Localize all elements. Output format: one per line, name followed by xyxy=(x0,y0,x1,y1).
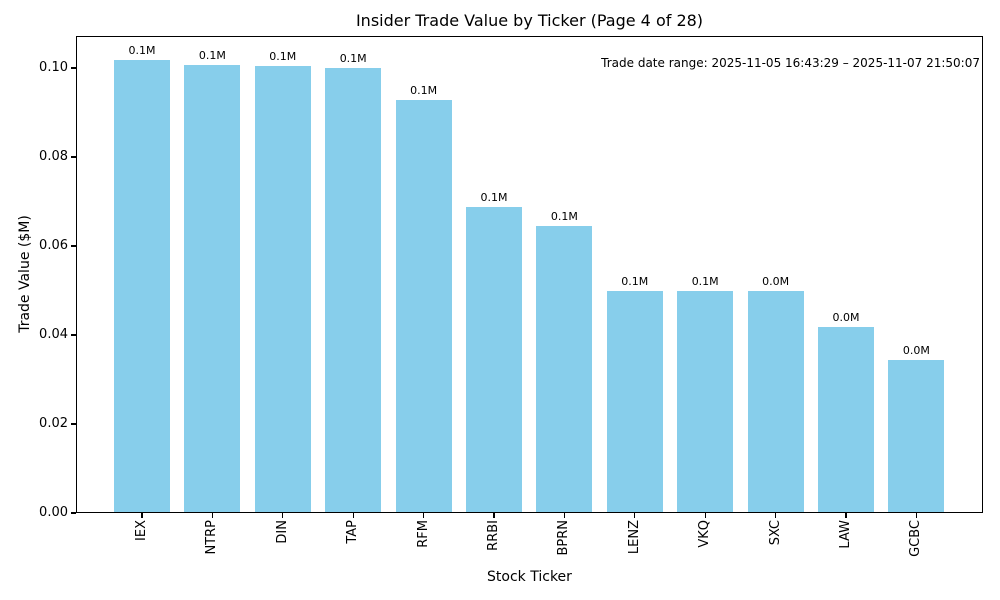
bar-RFM xyxy=(395,100,452,513)
x-tick-label-RRBI: RRBI xyxy=(486,520,501,551)
bar-value-label-RRBI: 0.1M xyxy=(480,191,508,205)
x-tick-label-TAP: TAP xyxy=(345,520,361,544)
y-axis-label: Trade Value ($M) xyxy=(17,215,33,333)
bar-SXC xyxy=(747,290,804,513)
bar-BPRN xyxy=(536,225,593,513)
x-tick-mark-RFM xyxy=(423,513,425,518)
x-tick-label-NTRP: NTRP xyxy=(204,520,220,555)
bar-VKQ xyxy=(677,290,734,513)
x-tick-label-IEX: IEX xyxy=(134,520,149,541)
bar-value-label-SXC: 0.0M xyxy=(762,274,790,288)
x-tick-label-LAW: LAW xyxy=(838,520,853,549)
y-tick-mark-0.02 xyxy=(71,423,76,425)
bar-LENZ xyxy=(606,290,663,513)
x-tick-label-BPRN: BPRN xyxy=(556,520,572,556)
y-tick-mark-0.10 xyxy=(71,67,76,69)
x-tick-mark-GCBC xyxy=(915,513,917,518)
y-tick-label-0.08: 0.08 xyxy=(39,149,68,164)
bar-TAP xyxy=(325,68,382,513)
x-tick-mark-VKQ xyxy=(704,513,706,518)
y-tick-label-0.06: 0.06 xyxy=(39,238,68,253)
x-tick-mark-RRBI xyxy=(493,513,495,518)
bar-value-label-GCBC: 0.0M xyxy=(902,343,930,357)
x-tick-mark-LAW xyxy=(845,513,847,518)
bar-NTRP xyxy=(184,64,241,513)
x-tick-label-LENZ: LENZ xyxy=(626,520,642,555)
bar-value-label-LENZ: 0.1M xyxy=(621,274,649,288)
trade-date-range-annotation: Trade date range: 2025-11-05 16:43:29 – … xyxy=(601,56,980,70)
bar-value-label-LAW: 0.0M xyxy=(832,310,860,324)
x-tick-mark-NTRP xyxy=(211,513,213,518)
x-tick-mark-LENZ xyxy=(634,513,636,518)
y-tick-mark-0.04 xyxy=(71,334,76,336)
x-tick-label-SXC: SXC xyxy=(767,520,783,546)
bar-IEX xyxy=(114,59,170,513)
bar-value-label-RFM: 0.1M xyxy=(410,84,438,98)
x-tick-label-RFM: RFM xyxy=(415,520,431,548)
x-tick-label-VKQ: VKQ xyxy=(697,520,713,548)
bar-RRBI xyxy=(466,207,522,513)
x-tick-label-DIN: DIN xyxy=(274,520,290,544)
bar-value-label-DIN: 0.1M xyxy=(269,49,297,63)
bar-LAW xyxy=(818,326,874,513)
y-tick-label-0.10: 0.10 xyxy=(39,60,68,75)
y-tick-mark-0.00 xyxy=(71,512,76,514)
y-tick-mark-0.06 xyxy=(71,245,76,247)
x-tick-label-GCBC: GCBC xyxy=(908,520,924,557)
x-axis-label: Stock Ticker xyxy=(487,569,572,585)
x-tick-mark-SXC xyxy=(775,513,777,518)
x-tick-mark-BPRN xyxy=(563,513,565,518)
x-tick-mark-IEX xyxy=(141,513,143,518)
y-tick-label-0.00: 0.00 xyxy=(39,505,68,520)
bar-DIN xyxy=(254,65,311,513)
bar-value-label-IEX: 0.1M xyxy=(128,43,156,57)
bar-value-label-TAP: 0.1M xyxy=(339,52,367,65)
y-tick-label-0.02: 0.02 xyxy=(39,416,68,431)
chart-title: Insider Trade Value by Ticker (Page 4 of… xyxy=(355,11,704,30)
y-tick-label-0.04: 0.04 xyxy=(39,327,68,342)
y-tick-mark-0.08 xyxy=(71,156,76,158)
bar-GCBC xyxy=(888,359,945,513)
x-tick-mark-TAP xyxy=(352,513,354,518)
bar-value-label-BPRN: 0.1M xyxy=(550,209,578,223)
x-tick-mark-DIN xyxy=(282,513,284,518)
bar-value-label-NTRP: 0.1M xyxy=(198,48,226,62)
bar-value-label-VKQ: 0.1M xyxy=(691,274,719,288)
